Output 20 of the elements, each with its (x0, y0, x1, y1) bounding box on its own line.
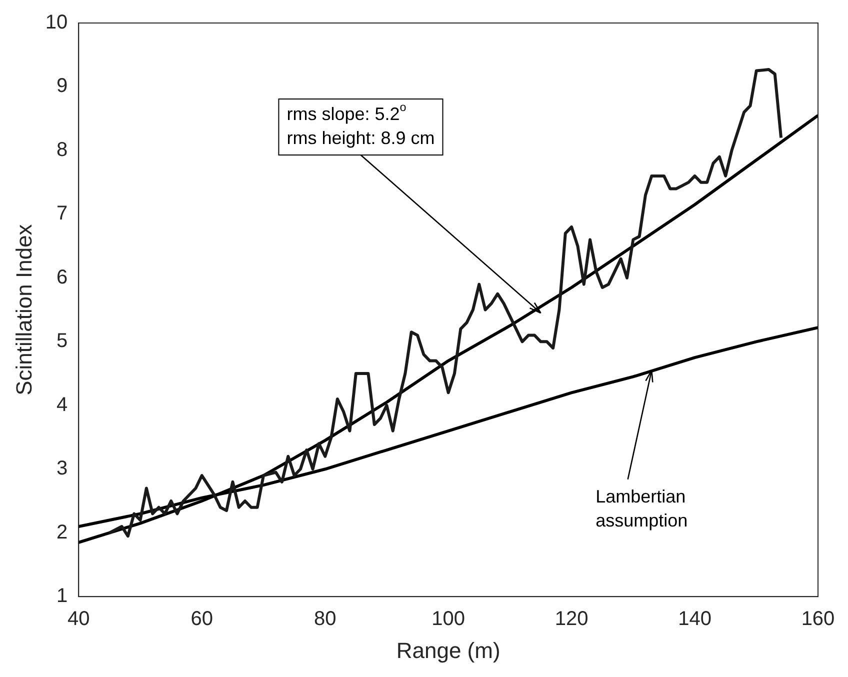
x-tick-label: 80 (314, 608, 336, 630)
y-tick-label: 2 (56, 521, 68, 544)
x-axis-title: Range (m) (396, 638, 500, 663)
y-tick-label: 6 (56, 266, 68, 288)
x-tick-label: 140 (678, 608, 712, 630)
y-tick-label: 4 (56, 394, 68, 416)
y-tick-label: 5 (56, 330, 68, 352)
y-axis-title: Scintillation Index (11, 224, 36, 396)
x-tick-label: 100 (432, 608, 466, 630)
y-tick-label: 10 (45, 12, 68, 34)
x-tick-label: 60 (190, 608, 213, 630)
y-tick-label: 3 (56, 458, 68, 480)
y-tick-label: 7 (56, 202, 68, 225)
annotation: Lambertian assumption (596, 486, 688, 530)
x-tick-label: 40 (68, 608, 90, 630)
x-tick-label: 120 (554, 608, 588, 630)
y-tick-label: 9 (56, 75, 68, 98)
y-tick-label: 1 (56, 585, 68, 608)
y-tick-label: 8 (56, 138, 68, 161)
x-tick-label: 160 (801, 608, 835, 630)
